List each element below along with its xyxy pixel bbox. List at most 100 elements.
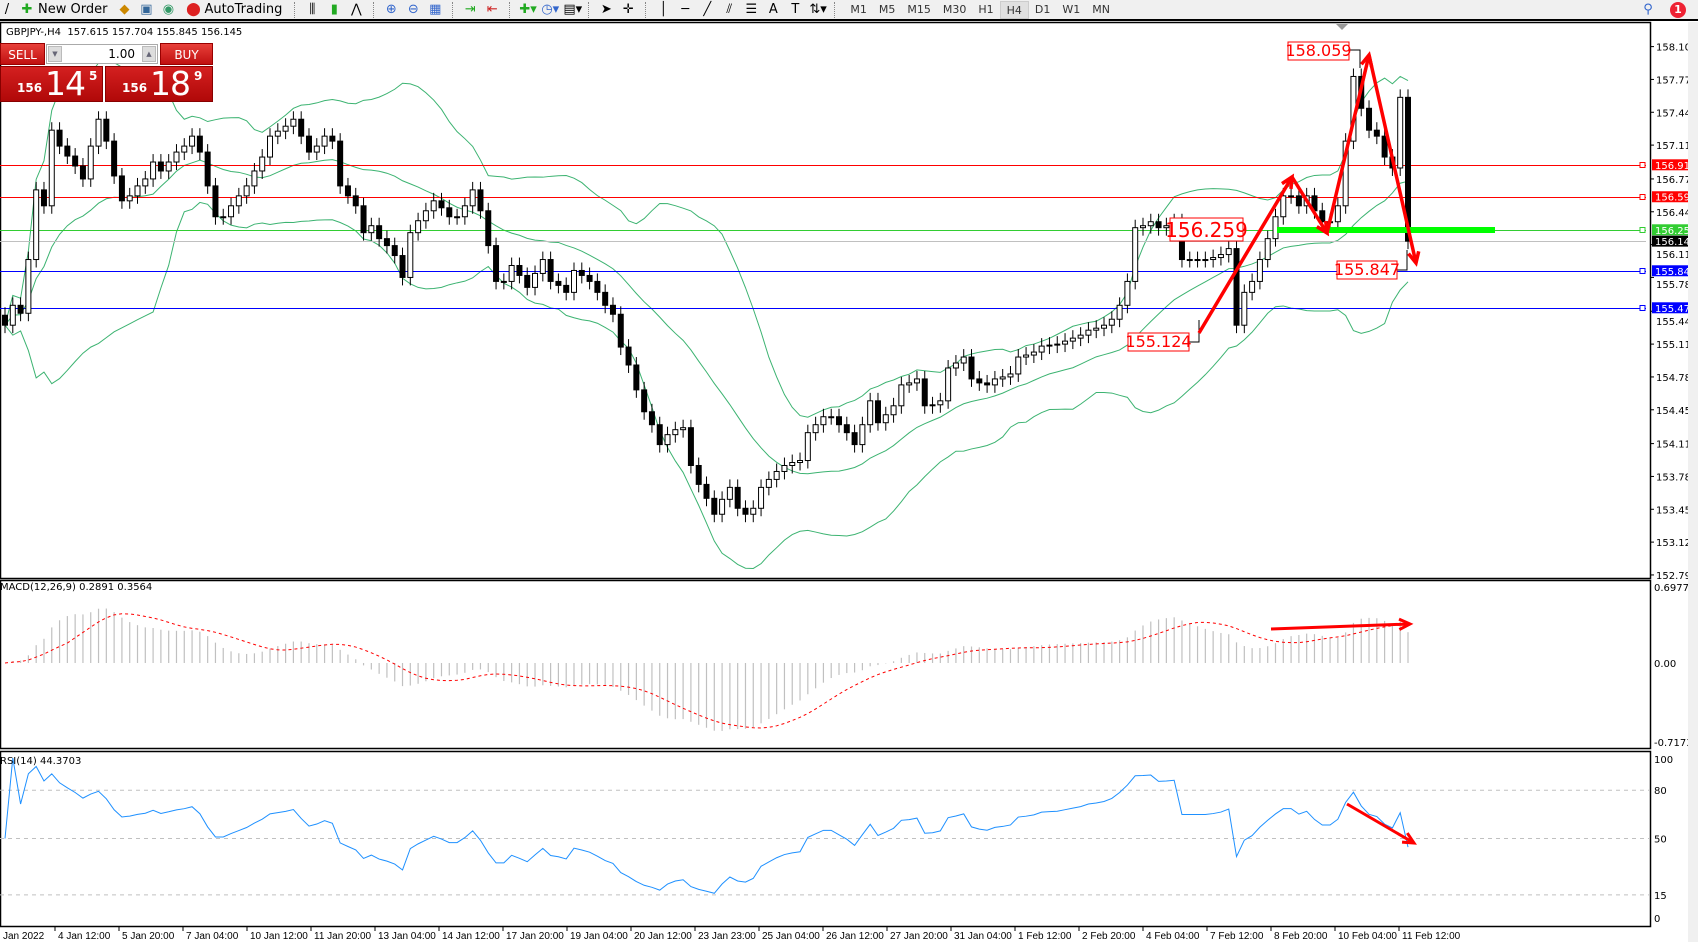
timeframe-d1[interactable]: D1 [1034, 2, 1051, 16]
sell-button[interactable]: SELL [0, 43, 45, 65]
price-label-leader [1189, 320, 1200, 343]
trend-arrow-1[interactable] [1197, 176, 1294, 334]
rsi-tick-label: 0 [1654, 914, 1660, 925]
new-order-button[interactable]: ✚ New Order [16, 1, 110, 19]
notifications-badge[interactable]: 1 [1670, 2, 1686, 18]
autotrading-button[interactable]: ⬤ AutoTrading [182, 1, 285, 19]
timeframe-m30[interactable]: M30 [942, 2, 967, 16]
price-tick-label: 154.450 [1656, 406, 1697, 417]
bull-candle [664, 434, 671, 446]
volume-decrease-icon[interactable]: ▼ [48, 46, 62, 62]
line-handle-icon[interactable] [1639, 227, 1646, 233]
time-tick-label: Jan 2022 [3, 931, 45, 942]
crosshair-icon[interactable]: ✛ [622, 1, 634, 17]
buy-price[interactable]: 156 18 9 [105, 64, 213, 103]
chart-shift-icon[interactable]: ⇤ [486, 1, 498, 17]
periods-icon[interactable]: ◷▾ [541, 1, 560, 17]
bear-candle [204, 151, 211, 187]
indicators-icon[interactable]: ✚▾ [519, 1, 537, 17]
candlestick-icon[interactable]: ▮ [330, 1, 338, 17]
bear-candle [2, 314, 8, 326]
zoom-out-icon[interactable]: ⊖ [407, 1, 419, 17]
line-handle-icon[interactable] [1639, 162, 1646, 168]
bull-candle [259, 156, 266, 172]
bear-candle [212, 185, 219, 218]
timeframe-m1[interactable]: M1 [850, 2, 867, 16]
price-label-low[interactable]: 155.124 [1125, 332, 1191, 351]
timeframe-h4[interactable]: H4 [999, 0, 1029, 19]
text-icon[interactable]: A [768, 1, 778, 17]
trend-arrow-4[interactable] [1367, 54, 1418, 264]
bear-candle [337, 140, 344, 187]
timeframe-h1[interactable]: H1 [978, 2, 994, 16]
bear-candle [103, 118, 110, 142]
price-label-support[interactable]: 156.259 [1165, 218, 1248, 242]
rsi-divergence-arrow[interactable] [1346, 802, 1415, 845]
zoom-in-icon[interactable]: ⊕ [385, 1, 397, 17]
sell-price[interactable]: 156 14 5 [0, 64, 103, 103]
bear-candle [687, 427, 694, 466]
signals-icon[interactable]: ◉ [162, 1, 175, 17]
templates-icon[interactable]: ▤▾ [563, 1, 583, 17]
bear-candle [1319, 210, 1326, 223]
bear-candle [1405, 96, 1411, 242]
macd-divergence-arrow[interactable] [1270, 622, 1411, 631]
arrows-icon[interactable]: ⇅▾ [809, 1, 827, 17]
bull-candle [422, 210, 429, 222]
line-handle-icon[interactable] [1639, 194, 1646, 200]
bear-candle [609, 304, 616, 315]
bar-chart-icon[interactable]: ⫼ [309, 1, 316, 17]
equidistant-channel-icon[interactable]: ⫽ [726, 1, 733, 17]
bull-candle [313, 145, 320, 153]
cursor-icon[interactable]: ➤ [600, 1, 612, 17]
timeframe-mn[interactable]: MN [1092, 2, 1110, 16]
horizontal-line-icon[interactable]: ─ [681, 1, 690, 17]
terminal-icon[interactable]: ▣ [140, 1, 153, 17]
bear-candle [446, 207, 453, 218]
trend-arrow-3[interactable] [1325, 54, 1371, 234]
bear-candle [111, 140, 118, 177]
line-chart-icon[interactable]: ⋀ [350, 1, 362, 17]
time-tick-label: 10 Feb 04:00 [1338, 931, 1397, 942]
bear-candle [976, 378, 983, 384]
pencil-icon[interactable]: / [4, 1, 10, 17]
fibonacci-icon[interactable]: ☰ [745, 1, 758, 17]
bull-candle [274, 130, 281, 137]
bear-candle [625, 346, 632, 366]
tile-windows-icon[interactable]: ▦ [429, 1, 442, 17]
line-handle-icon[interactable] [1639, 268, 1646, 274]
bull-candle [789, 462, 796, 466]
vertical-line-icon[interactable]: │ [659, 1, 668, 17]
auto-scroll-icon[interactable]: ⇥ [464, 1, 476, 17]
line-handle-icon[interactable] [1639, 305, 1646, 311]
trendline-icon[interactable]: ╱ [703, 1, 712, 17]
bear-candle [352, 195, 359, 207]
bull-candle [820, 416, 827, 426]
time-tick-label: 17 Jan 20:00 [506, 931, 564, 942]
search-icon[interactable]: ⚲ [1643, 2, 1653, 17]
bull-candle [181, 145, 188, 153]
bear-candle [477, 189, 484, 212]
trend-arrow-2[interactable] [1290, 176, 1329, 234]
price-label-high[interactable]: 158.059 [1285, 41, 1351, 60]
bull-candle [1241, 291, 1248, 326]
vertical-scrollbar[interactable] [1688, 22, 1698, 942]
bull-candle [945, 367, 952, 402]
timeframe-m5[interactable]: M5 [878, 2, 896, 16]
timeframe-w1[interactable]: W1 [1062, 2, 1081, 16]
price-label-current[interactable]: 155.847 [1334, 260, 1400, 279]
chart-shift-marker-icon[interactable] [1336, 24, 1348, 30]
bull-candle [1054, 343, 1061, 346]
timeframe-m15[interactable]: M15 [907, 2, 931, 16]
buy-button[interactable]: BUY [160, 43, 213, 65]
text-label-icon[interactable]: T [791, 1, 800, 17]
bull-candle [991, 378, 998, 386]
volume-increase-icon[interactable]: ▲ [142, 46, 156, 62]
metaeditor-icon[interactable]: ◆ [119, 1, 130, 17]
volume-input[interactable]: 1.00 [108, 47, 135, 61]
bear-candle [734, 486, 741, 509]
bull-candle [1139, 225, 1146, 229]
new-order-label: New Order [38, 2, 108, 17]
volume-field[interactable]: ▼ 1.00 ▲ [46, 44, 158, 64]
